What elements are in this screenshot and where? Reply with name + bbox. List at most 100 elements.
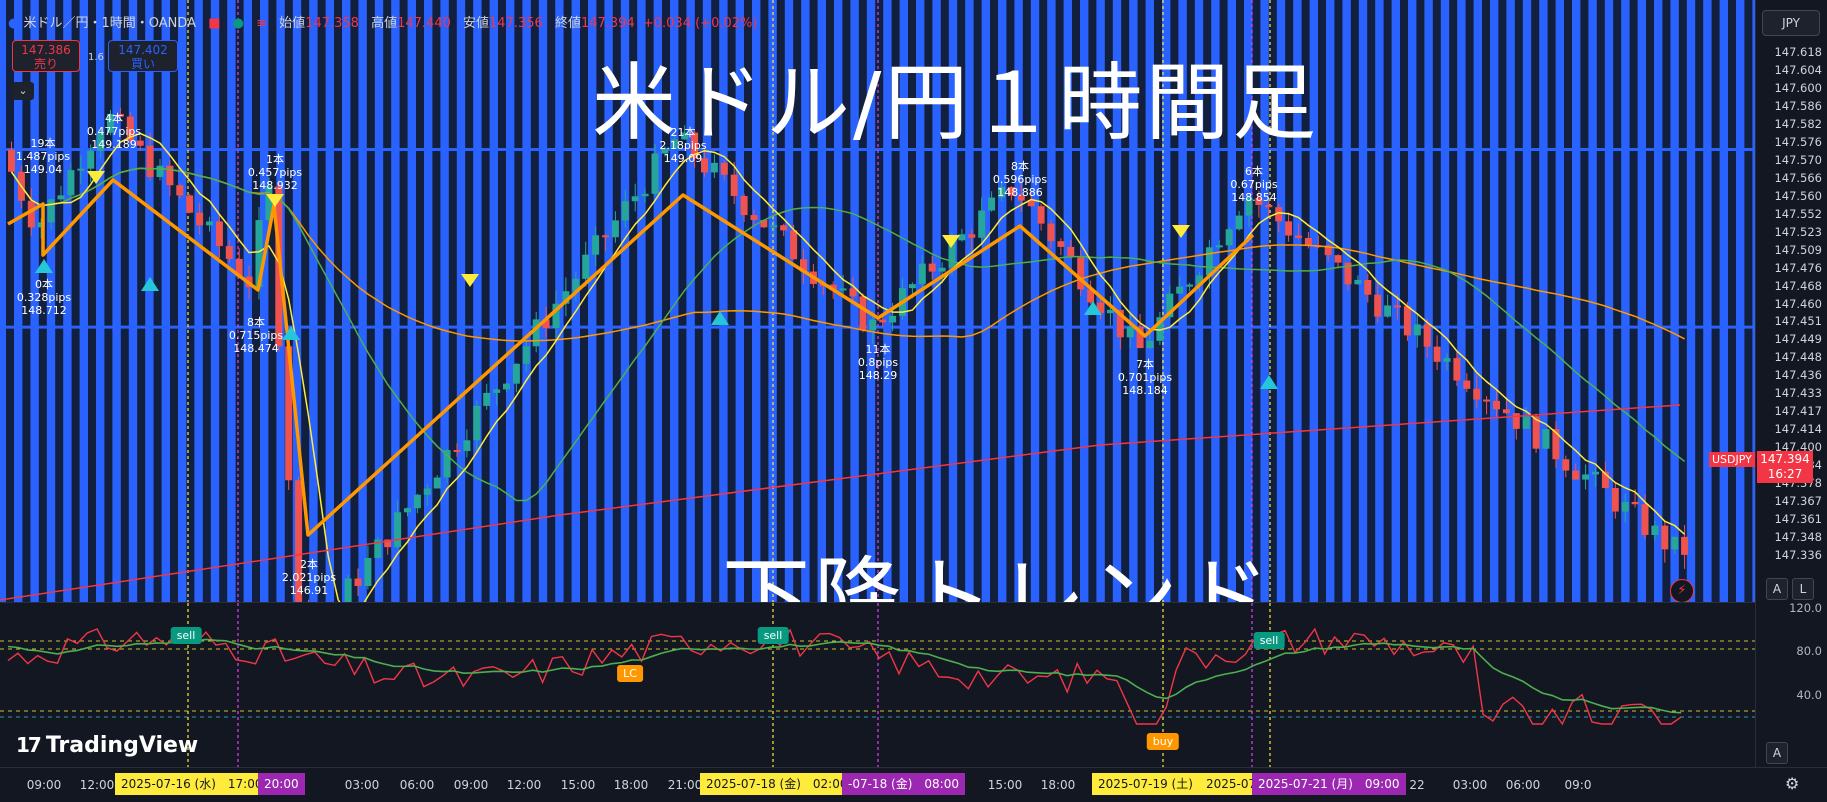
flag-icon: ■	[208, 16, 221, 31]
session-stripe	[875, 0, 884, 602]
time-tick: 03:00	[1452, 778, 1488, 792]
bar-countdown: 16:27	[1767, 467, 1803, 481]
candle-body	[701, 158, 708, 173]
candle-body	[1582, 474, 1590, 480]
session-stripe	[498, 0, 506, 602]
zigzag-label-line: 148.29	[858, 369, 898, 382]
candle-body	[206, 221, 213, 226]
oscillator-signal-tag: buy	[1146, 733, 1180, 750]
zigzag-label-line: 148.932	[252, 179, 298, 192]
main-chart-pane[interactable]	[0, 0, 1755, 602]
session-stripe	[1104, 0, 1113, 602]
session-stripe	[71, 0, 80, 602]
candle-body	[136, 140, 144, 146]
candle-body	[176, 185, 184, 196]
settings-gear-icon[interactable]: ⚙	[1785, 774, 1800, 793]
time-crosshair-label: -07-18 (金) 08:00	[842, 773, 965, 795]
session-stripe	[1072, 0, 1080, 602]
session-stripe	[301, 0, 310, 602]
time-tick: 12:00	[506, 778, 542, 792]
candle-body	[453, 450, 461, 453]
candle-body	[1087, 289, 1095, 303]
oscillator-fast-line	[7, 627, 1682, 726]
sell-button[interactable]: 147.386 売り	[12, 40, 80, 72]
zigzag-label: 1本 0.457pips 148.932	[248, 153, 302, 192]
session-stripe	[990, 0, 998, 602]
candle-body	[503, 383, 510, 390]
price-tick: 147.417	[1774, 404, 1822, 419]
alert-icon[interactable]: ⚡	[1670, 579, 1694, 603]
session-stripe	[1285, 0, 1294, 602]
zigzag-label-line: 149.04	[23, 163, 63, 176]
tv-logo-text: TradingView	[45, 733, 199, 758]
session-stripe	[580, 0, 588, 602]
time-tick: 12:00	[79, 778, 115, 792]
candle-body	[384, 539, 392, 548]
buy-signal-triangle	[711, 311, 729, 325]
candle-body	[839, 288, 847, 291]
candle-body	[473, 405, 481, 441]
price-tick: 147.509	[1774, 242, 1822, 257]
close-value: 147.394	[580, 16, 635, 31]
candle-body	[1512, 413, 1520, 429]
log-scale-button[interactable]: L	[1792, 578, 1814, 600]
session-stripe	[137, 0, 146, 602]
session-stripe	[1219, 0, 1228, 602]
candle-body	[344, 578, 352, 602]
tv-mark-icon: 17	[16, 733, 42, 757]
session-stripe	[842, 0, 851, 602]
time-crosshair-label: 2025-07-19 (土) (	[1092, 773, 1216, 795]
auto-scale-button[interactable]: A	[1766, 578, 1788, 600]
candle-body	[1502, 409, 1510, 414]
time-axis[interactable]: 09:0012:00703:0006:0009:0012:0015:0018:0…	[0, 767, 1827, 802]
oscillator-pane[interactable]	[0, 602, 1755, 768]
session-stripe	[957, 0, 966, 602]
currency-button[interactable]: JPY	[1762, 10, 1820, 36]
symbol-title[interactable]: 米ドル／円・1時間・OANDA	[23, 16, 197, 31]
session-stripe	[596, 0, 605, 602]
close-label: 終値	[554, 16, 581, 31]
session-stripe	[366, 0, 375, 602]
session-stripe	[350, 0, 359, 602]
candle-body	[1433, 346, 1441, 362]
price-tick: 147.618	[1774, 45, 1822, 59]
price-tick: 147.570	[1774, 152, 1822, 167]
session-stripe	[891, 0, 900, 602]
candle-body	[1295, 235, 1302, 238]
candle-body	[354, 578, 362, 586]
session-stripe	[186, 0, 195, 602]
time-tick: 15:00	[987, 778, 1023, 792]
candle-body	[978, 210, 986, 238]
zigzag-label-line: 148.712	[21, 304, 67, 317]
buy-button[interactable]: 147.402 買い	[108, 40, 178, 72]
zigzag-label: 21本 2.18pips 149.09	[659, 126, 706, 165]
candle-body	[1067, 246, 1075, 258]
candle-body	[691, 132, 699, 159]
candle-body	[1186, 284, 1194, 287]
candle-body	[1651, 525, 1659, 536]
candle-body	[8, 149, 15, 172]
osc-auto-scale-button[interactable]: A	[1766, 742, 1788, 764]
candle-body	[1473, 388, 1481, 400]
collapse-chevron-icon[interactable]: ⌄	[12, 82, 34, 100]
candle-body	[443, 450, 451, 478]
session-stripe	[547, 0, 556, 602]
price-axis[interactable]: 147.618 147.604 147.600 147.586 147.582 147.5…	[1755, 0, 1827, 767]
candle-body	[1275, 207, 1283, 222]
candle-body	[681, 132, 689, 140]
price-tick: 147.604	[1774, 62, 1822, 77]
candle-body	[1671, 536, 1679, 550]
candle-body	[592, 235, 600, 255]
session-stripe	[1039, 0, 1048, 602]
candle-body	[958, 234, 966, 241]
price-tick: 147.414	[1774, 422, 1822, 437]
session-stripe	[924, 0, 933, 602]
session-stripe	[1498, 0, 1507, 602]
session-stripe	[1514, 0, 1523, 602]
high-value: 147.440	[397, 16, 451, 31]
session-stripe	[1711, 0, 1720, 602]
candle-body	[215, 221, 223, 247]
candle-body	[918, 263, 926, 285]
session-stripe	[940, 0, 949, 602]
candle-body	[1215, 245, 1223, 248]
